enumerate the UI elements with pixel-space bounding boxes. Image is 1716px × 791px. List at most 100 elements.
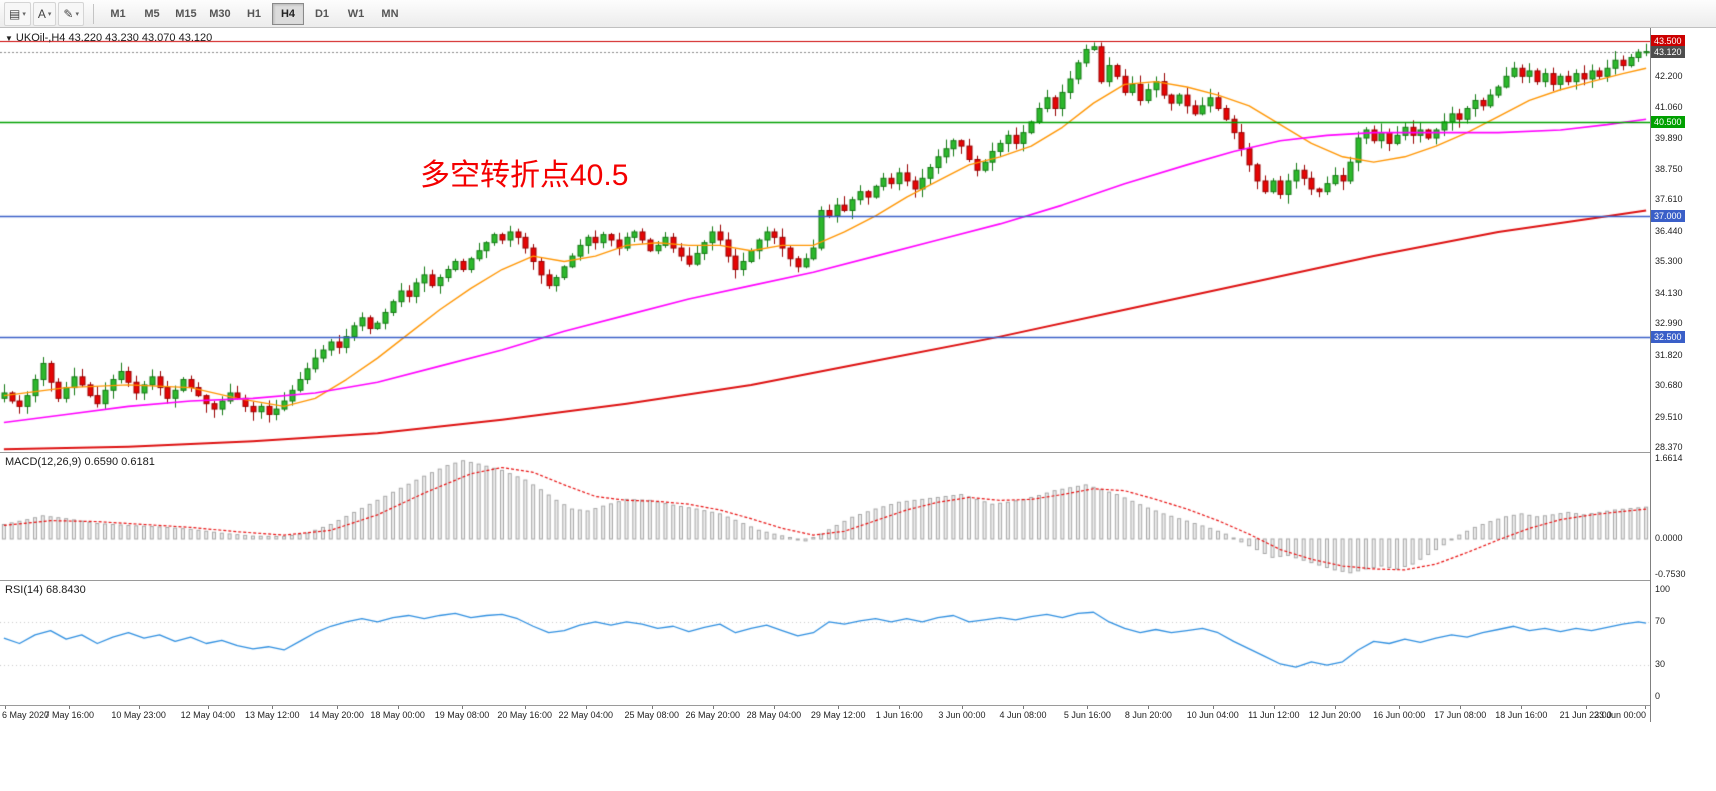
time-tick: [585, 706, 587, 709]
axis-tick-label: 0.0000: [1655, 532, 1683, 543]
macd-label: MACD(12,26,9) 0.6590 0.6181: [5, 456, 155, 468]
macd-panel: MACD(12,26,9) 0.6590 0.6181: [0, 452, 1650, 581]
toolbar-separator: [92, 3, 94, 24]
axis-tick-label: 1.6614: [1655, 452, 1683, 463]
price-line-label: 40.500: [1651, 115, 1685, 128]
time-axis-label: 26 May 20:00: [685, 710, 741, 720]
period-button-h4[interactable]: H4: [271, 2, 304, 25]
axis-tick-label: 29.510: [1655, 411, 1683, 422]
time-axis-label: 10 Jun 04:00: [1186, 710, 1239, 720]
time-tick: [1148, 706, 1150, 709]
time-axis-label: 14 May 20:00: [309, 710, 364, 720]
time-tick: [207, 706, 209, 709]
price-line-label: 32.500: [1651, 330, 1685, 343]
time-tick: [773, 706, 775, 709]
period-button-m1[interactable]: M1: [110, 7, 126, 20]
chevron-down-icon: ▾: [47, 10, 52, 18]
axis-tick-label: 36.440: [1655, 225, 1683, 236]
rsi-canvas[interactable]: [0, 581, 1650, 706]
axis-tick-label: 30.680: [1655, 380, 1683, 391]
time-axis-label: 17 Jun 08:00: [1434, 710, 1487, 720]
time-axis-label: 8 Jun 20:00: [1124, 710, 1172, 720]
time-tick: [1334, 706, 1336, 709]
draw-tool-button[interactable]: ✎ ▾: [58, 1, 84, 26]
time-axis-label: 12 Jun 20:00: [1308, 710, 1361, 720]
price-line-label: 43.120: [1651, 45, 1685, 58]
text-tool-button[interactable]: A ▾: [32, 1, 57, 26]
time-tick: [1212, 706, 1214, 709]
axis-tick-label: 28.370: [1655, 442, 1683, 453]
axis-tick-label: 30: [1655, 659, 1666, 670]
time-axis-label: 28 May 04:00: [746, 710, 802, 720]
chart-annotation: 多空转折点40.5: [420, 159, 629, 192]
text-tool-icon: A: [37, 6, 46, 21]
price-line-label: 43.500: [1651, 35, 1685, 48]
axis-tick-label: 35.300: [1655, 256, 1683, 267]
time-tick: [1023, 706, 1024, 709]
axis-tick-label: 100: [1655, 583, 1671, 594]
axis-tick-label: 0: [1655, 691, 1661, 702]
time-tick: [1645, 706, 1647, 709]
period-button-d1[interactable]: D1: [314, 7, 329, 20]
time-axis-label: 20 May 16:00: [497, 710, 552, 720]
time-tick: [651, 706, 653, 709]
time-axis[interactable]: 6 May 2020 7 May 16:00 10 May 23:00 12 May …: [0, 705, 1650, 723]
period-button-w1[interactable]: W1: [347, 7, 365, 20]
chart-area: ▼ UKOil-,H4 43.220 43.230 43.070 43.120 多…: [0, 28, 1716, 723]
axis-tick-label: 39.890: [1655, 133, 1683, 144]
axis-tick-label: 41.060: [1655, 101, 1683, 112]
time-tick: [397, 706, 399, 709]
time-axis-label: 10 May 23:00: [111, 710, 166, 720]
time-axis-label: 1 Jun 16:00: [875, 710, 923, 720]
chart-title: ▼ UKOil-,H4 43.220 43.230 43.070 43.120: [5, 32, 212, 44]
chevron-down-icon: ▾: [22, 10, 26, 18]
time-axis-label: 18 May 00:00: [370, 710, 425, 720]
price-axis[interactable]: 42.200 41.060 39.890 38.750 37.610 36.440 35.3…: [1650, 28, 1716, 722]
chart-title-text: UKOil-,H4 43.220 43.230 43.070 43.120: [15, 32, 213, 44]
axis-tick-label: -0.7530: [1655, 569, 1686, 580]
time-axis-label: 16 Jun 00:00: [1373, 710, 1426, 720]
time-tick: [4, 706, 6, 709]
period-button-h1[interactable]: H1: [246, 7, 261, 20]
time-axis-label: 19 May 08:00: [434, 710, 490, 720]
time-axis-label: 22 May 04:00: [558, 710, 614, 720]
time-tick: [272, 706, 274, 709]
time-tick: [838, 706, 840, 709]
macd-canvas[interactable]: [0, 453, 1650, 581]
rsi-label: RSI(14) 68.8430: [5, 584, 86, 596]
period-button-m5[interactable]: M5: [144, 7, 160, 20]
chart-type-button[interactable]: ▤ ▾: [4, 1, 31, 26]
period-button-m30[interactable]: M30: [209, 7, 231, 20]
time-tick: [1087, 706, 1089, 709]
time-axis-label: 12 May 04:00: [180, 710, 236, 720]
axis-tick-label: 32.990: [1655, 318, 1683, 329]
price-chart-panel: ▼ UKOil-,H4 43.220 43.230 43.070 43.120 多…: [0, 28, 1650, 452]
time-axis-label: 23 Jun 00:00: [1593, 710, 1646, 720]
time-tick: [1460, 706, 1462, 709]
time-axis-label: 6 May 2020: [2, 710, 50, 720]
time-axis-label: 29 May 12:00: [810, 710, 866, 720]
time-axis-label: 11 Jun 12:00: [1248, 710, 1300, 720]
timeframe-button-group: M1 M5 M15 M30 H1 H4 D1 W1 MN: [101, 2, 407, 25]
time-axis-label: 3 Jun 00:00: [938, 710, 986, 720]
time-tick: [961, 706, 963, 709]
time-axis-label: 5 Jun 16:00: [1063, 710, 1111, 720]
time-axis-label: 7 May 16:00: [44, 710, 95, 720]
time-tick: [1521, 706, 1523, 709]
period-button-mn[interactable]: MN: [381, 7, 399, 20]
time-axis-label: 18 Jun 16:00: [1495, 710, 1548, 720]
time-tick: [899, 706, 901, 709]
axis-tick-label: 42.200: [1655, 71, 1683, 82]
time-tick: [69, 706, 71, 709]
toolbar: ▤ ▾ A ▾ ✎ ▾ M1 M5 M15 M30 H1 H4 D1 W1 MN: [0, 0, 1716, 28]
axis-tick-label: 34.130: [1655, 287, 1683, 298]
time-tick: [712, 706, 714, 709]
time-axis-label: 25 May 08:00: [624, 710, 680, 720]
time-axis-label: 4 Jun 08:00: [999, 710, 1047, 720]
time-tick: [524, 706, 526, 709]
collapse-icon[interactable]: ▼: [5, 34, 13, 43]
time-tick: [1273, 706, 1275, 709]
period-button-m15[interactable]: M15: [175, 7, 197, 20]
price-chart-canvas[interactable]: [0, 28, 1650, 452]
